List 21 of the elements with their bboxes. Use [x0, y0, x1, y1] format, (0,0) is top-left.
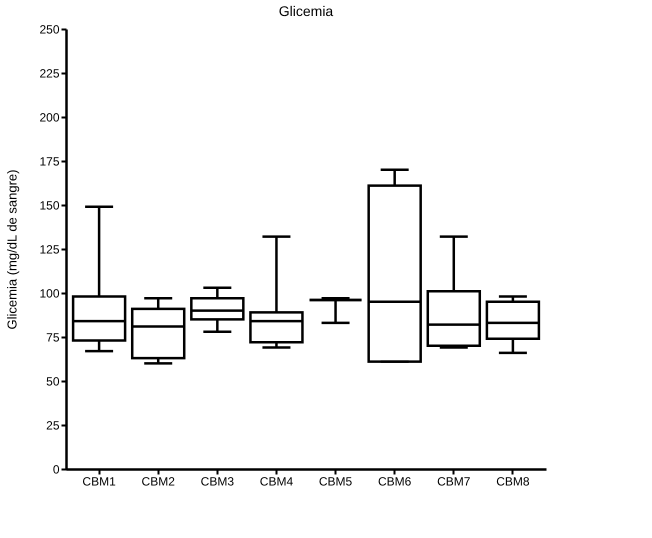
y-tick-label: 175 [39, 154, 60, 168]
y-tick-label: 25 [46, 418, 60, 432]
y-tick-label: 100 [39, 286, 60, 300]
y-tick-label: 150 [39, 198, 60, 212]
y-tick-label: 75 [46, 330, 60, 344]
x-tick-label: CBM4 [260, 474, 294, 488]
chart-title: Glicemia [278, 3, 334, 19]
x-tick-label: CBM6 [378, 474, 412, 488]
y-tick-label: 200 [39, 110, 60, 124]
x-tick-label: CBM1 [82, 474, 116, 488]
y-axis-title: Glicemia (mg/dL de sangre) [4, 170, 20, 330]
y-tick-label: 125 [39, 242, 60, 256]
x-tick-label: CBM8 [496, 474, 530, 488]
x-tick-label: CBM7 [437, 474, 471, 488]
y-tick-label: 0 [52, 462, 60, 476]
x-tick-label: CBM5 [318, 474, 353, 488]
x-tick-label: CBM3 [200, 474, 234, 488]
y-tick-label: 250 [39, 22, 60, 36]
y-tick-label: 50 [46, 374, 60, 388]
y-tick-label: 225 [39, 66, 60, 80]
x-tick-label: CBM2 [142, 474, 176, 488]
